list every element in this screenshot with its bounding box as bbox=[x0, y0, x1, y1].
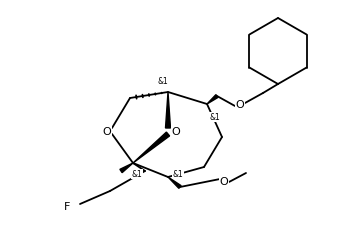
Text: F: F bbox=[64, 201, 70, 211]
Polygon shape bbox=[120, 163, 133, 173]
Text: &1: &1 bbox=[158, 77, 168, 86]
Polygon shape bbox=[168, 177, 181, 188]
Text: &1: &1 bbox=[210, 113, 220, 122]
Text: O: O bbox=[236, 100, 244, 109]
Text: O: O bbox=[220, 176, 228, 186]
Polygon shape bbox=[133, 133, 169, 163]
Polygon shape bbox=[165, 93, 171, 128]
Polygon shape bbox=[207, 95, 218, 105]
Text: &1: &1 bbox=[173, 170, 183, 179]
Text: O: O bbox=[103, 126, 111, 137]
Text: O: O bbox=[172, 126, 180, 137]
Text: &1: &1 bbox=[132, 170, 143, 179]
